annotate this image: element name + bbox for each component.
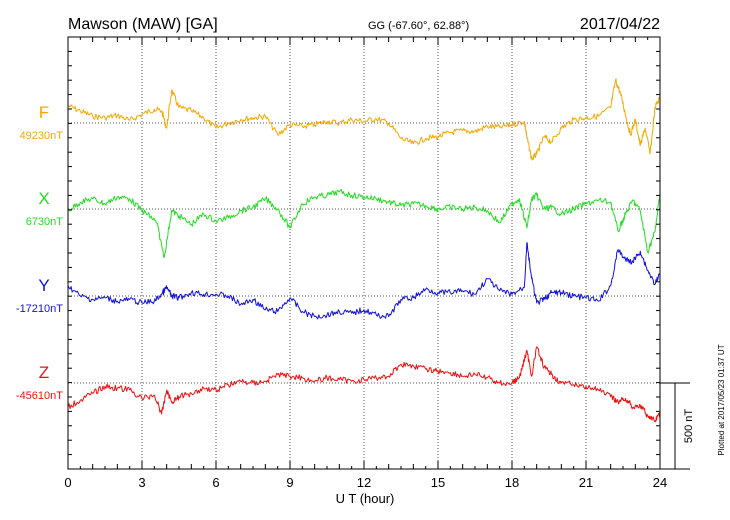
- x-tick-label: 15: [431, 475, 445, 490]
- chart-title: Mawson (MAW) [GA]: [68, 16, 218, 33]
- series-name-y: Y: [38, 276, 49, 295]
- series-line-f: [67, 78, 661, 161]
- plot-timestamp: Plotted at 2017/05/23 01:37 UT: [717, 344, 726, 455]
- x-tick-label: 9: [286, 475, 293, 490]
- series-layer: [67, 78, 661, 423]
- series-baseline-x: 6730nT: [26, 216, 64, 228]
- series-name-x: X: [38, 189, 49, 208]
- x-tick-label: 21: [579, 475, 593, 490]
- grid-lines: [68, 37, 660, 469]
- x-tick-label: 0: [64, 475, 71, 490]
- series-baseline-z: -45610nT: [16, 390, 63, 402]
- x-tick-label: 18: [505, 475, 519, 490]
- scale-bar-label: 500 nT: [683, 409, 695, 444]
- chart-date: 2017/04/22: [580, 16, 660, 33]
- x-tick-label: 3: [138, 475, 145, 490]
- series-line-x: [67, 188, 661, 258]
- plot-frame: [67, 36, 661, 470]
- series-labels: F 49230nT X 6730nT Y -17210nT Z -45610nT: [16, 103, 63, 402]
- x-axis-label: U T (hour): [336, 491, 395, 506]
- series-line-y: [67, 242, 661, 320]
- x-tick-label: 6: [212, 475, 219, 490]
- series-baseline-y: -17210nT: [16, 303, 63, 315]
- x-tick-label: 12: [357, 475, 371, 490]
- series-name-z: Z: [39, 363, 49, 382]
- x-tick-label: 24: [653, 475, 667, 490]
- x-axis-ticks: 0 3 6 9 12 15 18 21 24: [64, 36, 667, 490]
- series-line-z: [67, 346, 661, 423]
- series-baseline-f: 49230nT: [20, 130, 64, 142]
- series-name-f: F: [39, 103, 49, 122]
- chart-subtitle: GG (-67.60°, 62.88°): [368, 20, 469, 32]
- scale-bar: 500 nT: [660, 382, 695, 470]
